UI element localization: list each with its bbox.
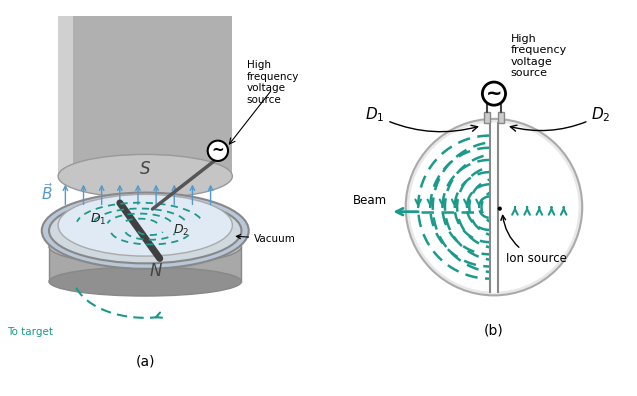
Text: $D_2$: $D_2$ — [510, 105, 611, 131]
Ellipse shape — [42, 192, 248, 269]
Text: N: N — [150, 262, 162, 280]
Text: (a): (a) — [136, 355, 155, 369]
Polygon shape — [484, 112, 490, 122]
Circle shape — [497, 207, 502, 211]
Text: ~: ~ — [485, 84, 502, 103]
Polygon shape — [498, 112, 504, 122]
Ellipse shape — [58, 154, 233, 198]
Text: $D_1$: $D_1$ — [90, 212, 106, 227]
Text: S: S — [140, 160, 150, 178]
Polygon shape — [58, 9, 73, 176]
Text: $D_1$: $D_1$ — [365, 105, 478, 132]
Polygon shape — [58, 9, 233, 176]
Text: Vacuum: Vacuum — [236, 234, 296, 244]
Text: $D_2$: $D_2$ — [173, 223, 190, 238]
Circle shape — [482, 82, 506, 105]
Text: To target: To target — [7, 327, 54, 337]
Text: $\vec{B}$: $\vec{B}$ — [41, 182, 54, 203]
Circle shape — [406, 119, 582, 295]
Circle shape — [410, 122, 578, 292]
Text: ~: ~ — [211, 143, 224, 158]
Text: High
frequency
voltage
source: High frequency voltage source — [511, 34, 567, 78]
Ellipse shape — [49, 198, 241, 263]
Text: Ion source: Ion source — [501, 215, 567, 265]
Text: High
frequency
voltage
source: High frequency voltage source — [247, 60, 299, 105]
Circle shape — [208, 141, 228, 161]
Ellipse shape — [58, 194, 233, 256]
Text: (b): (b) — [484, 324, 504, 338]
Polygon shape — [49, 246, 241, 282]
Ellipse shape — [49, 267, 241, 296]
Text: Beam: Beam — [354, 194, 387, 207]
Ellipse shape — [49, 228, 241, 265]
